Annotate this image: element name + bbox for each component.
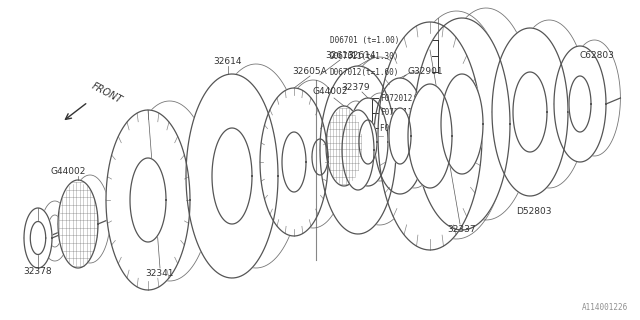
Polygon shape (186, 74, 278, 278)
Text: 32379: 32379 (342, 84, 371, 92)
Polygon shape (408, 84, 452, 188)
Polygon shape (320, 66, 396, 234)
Polygon shape (513, 72, 547, 152)
Polygon shape (374, 78, 426, 194)
Polygon shape (359, 120, 377, 164)
Text: 32341: 32341 (146, 269, 174, 278)
Text: 32378: 32378 (24, 268, 52, 276)
Text: FRONT: FRONT (90, 81, 124, 105)
Text: D067011(t=1.30): D067011(t=1.30) (330, 52, 399, 60)
Polygon shape (260, 88, 328, 236)
Polygon shape (348, 98, 388, 186)
Text: G32901: G32901 (408, 68, 444, 76)
Text: C62803: C62803 (580, 51, 615, 60)
Polygon shape (24, 208, 52, 268)
Polygon shape (130, 158, 166, 242)
Text: 32614: 32614 (348, 51, 376, 60)
Text: F072012(t=2.25): F072012(t=2.25) (380, 93, 449, 102)
Text: F072011(t=1.95): F072011(t=1.95) (380, 108, 449, 117)
Text: 32605A: 32605A (292, 68, 328, 76)
Text: 32614: 32614 (214, 58, 243, 67)
Polygon shape (212, 128, 252, 224)
Text: F07201 (t=1.65): F07201 (t=1.65) (380, 124, 449, 132)
Polygon shape (31, 222, 45, 254)
Text: D06701 (t=1.00): D06701 (t=1.00) (330, 36, 399, 44)
Polygon shape (30, 221, 45, 254)
Polygon shape (106, 110, 190, 290)
Text: 32613: 32613 (326, 52, 355, 60)
Polygon shape (342, 110, 374, 190)
Polygon shape (441, 74, 483, 174)
Polygon shape (414, 18, 510, 230)
Text: G44002: G44002 (312, 87, 348, 97)
Text: D067012(t=1.60): D067012(t=1.60) (330, 68, 399, 76)
Polygon shape (569, 76, 591, 132)
Polygon shape (554, 46, 606, 162)
Polygon shape (326, 106, 362, 186)
Text: G44002: G44002 (51, 167, 86, 177)
Polygon shape (312, 139, 328, 175)
Polygon shape (492, 28, 568, 196)
Text: A114001226: A114001226 (582, 303, 628, 312)
Text: 32337: 32337 (448, 226, 476, 235)
Polygon shape (378, 22, 482, 250)
Polygon shape (282, 132, 306, 192)
Polygon shape (389, 108, 411, 164)
Polygon shape (58, 180, 98, 268)
Text: D52803: D52803 (516, 207, 552, 217)
